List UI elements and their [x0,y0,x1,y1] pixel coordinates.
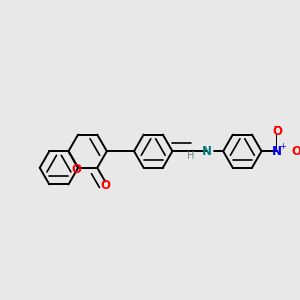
Text: O: O [272,124,282,137]
Text: N: N [202,145,212,158]
Text: O: O [71,163,81,176]
Text: −: − [273,122,281,132]
Text: O: O [291,145,300,158]
Text: N: N [272,145,282,158]
Text: O: O [100,179,110,192]
Text: +: + [279,142,286,151]
Text: H: H [187,151,194,161]
